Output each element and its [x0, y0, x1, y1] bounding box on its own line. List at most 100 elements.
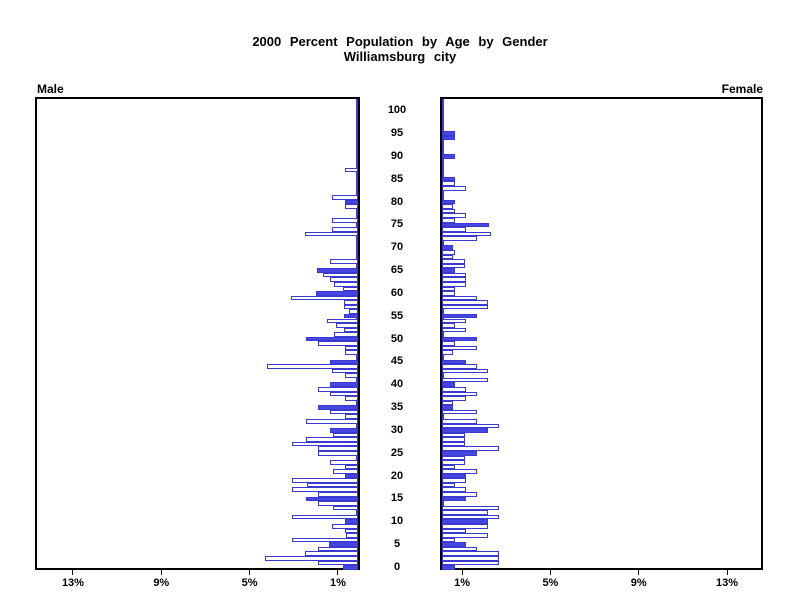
male-bar-age-55 [343, 313, 358, 319]
female-bar-age-49 [442, 341, 456, 346]
male-bar-age-74 [331, 227, 358, 232]
female-bar-age-38 [442, 391, 478, 397]
male-bar-age-23 [330, 460, 358, 465]
male-bar-age-73 [305, 231, 358, 237]
male-bar-age-63 [330, 277, 358, 282]
female-bar-age-70 [442, 245, 454, 250]
female-bar-age-0 [442, 565, 456, 570]
chart-title-line2: Williamsburg city [343, 49, 457, 64]
female-bar-age-53 [442, 323, 456, 328]
age-tick-label-90: 90 [390, 149, 404, 162]
chart-title-line1: 2000 Percent Population by Age by Gender [252, 34, 548, 49]
female-bar-age-57 [442, 304, 489, 310]
female-bar-age-48 [442, 345, 478, 351]
female-bar-age-72 [442, 236, 478, 241]
chart-title: 2000 Percent Population by Age by Gender… [0, 34, 800, 64]
female-bar-age-94 [442, 135, 456, 141]
female-bar-age-6 [442, 537, 456, 543]
male-bar-age-2 [265, 555, 358, 561]
female-bar-age-76 [442, 218, 456, 223]
female-bar-age-28 [442, 437, 466, 442]
female-bar-age-12 [442, 510, 489, 515]
male-bar-age-22 [344, 464, 358, 470]
female-bar-age-80 [442, 199, 456, 205]
male-bar-age-54 [327, 318, 358, 324]
male-x-tick-label-13%: 13% [61, 577, 84, 589]
female-bar-age-95 [442, 131, 456, 136]
female-bar-age-55 [442, 313, 478, 319]
female-bar-age-83 [442, 186, 467, 191]
female-x-tick-13% [726, 570, 728, 575]
male-bar-age-35 [318, 405, 358, 410]
age-tick-label-35: 35 [390, 401, 404, 414]
female-bar-age-5 [442, 542, 467, 547]
male-panel [35, 97, 360, 570]
male-bar-age-37 [344, 396, 358, 401]
age-tick-label-40: 40 [390, 378, 404, 391]
male-bar-age-5 [329, 542, 358, 547]
male-bar-age-13 [332, 505, 358, 511]
female-bar-age-50 [442, 336, 478, 342]
age-tick-label-20: 20 [390, 469, 404, 482]
female-bar-age-69 [442, 249, 456, 255]
female-bar-age-52 [442, 327, 467, 333]
male-bar-age-64 [322, 272, 358, 278]
female-bar-age-63 [442, 277, 467, 282]
male-bar-age-58 [343, 300, 358, 305]
male-panel-label: Male [37, 82, 64, 96]
male-bar-age-81 [331, 195, 358, 200]
age-tick-label-85: 85 [390, 172, 404, 185]
age-tick-label-30: 30 [390, 423, 404, 436]
male-bar-age-14 [318, 501, 358, 506]
female-bar-age-34 [442, 409, 478, 415]
female-bar-age-54 [442, 318, 467, 324]
male-bar-age-49 [318, 341, 358, 346]
female-bar-age-10 [442, 519, 489, 524]
female-bar-age-22 [442, 464, 456, 470]
male-bar-age-25 [318, 450, 358, 456]
female-bar-age-62 [442, 281, 467, 287]
female-bar-age-13 [442, 505, 500, 511]
female-bar-age-25 [442, 450, 478, 456]
male-bar-age-15 [306, 496, 358, 502]
female-bar-age-39 [442, 387, 467, 392]
female-bar-age-75 [442, 222, 490, 228]
male-x-tick-1% [337, 570, 339, 575]
female-zero-axis-line [442, 99, 444, 568]
male-bar-age-1 [318, 560, 358, 566]
male-bar-age-65 [317, 268, 358, 273]
male-bar-age-9 [331, 524, 358, 529]
female-bar-age-85 [442, 176, 456, 182]
male-bar-age-47 [344, 350, 358, 356]
female-bar-age-44 [442, 364, 478, 369]
female-bar-age-23 [442, 460, 466, 465]
female-x-tick-label-13%: 13% [716, 577, 739, 589]
male-bar-age-11 [291, 514, 358, 520]
male-bar-age-16 [318, 492, 358, 497]
male-bar-age-20 [344, 473, 358, 479]
female-bar-age-29 [442, 432, 466, 438]
female-x-tick-1% [461, 570, 463, 575]
female-bar-age-26 [442, 446, 500, 451]
male-bar-age-26 [318, 446, 358, 451]
male-bar-age-38 [330, 391, 358, 397]
female-bar-age-65 [442, 268, 456, 273]
age-tick-label-65: 65 [390, 264, 404, 277]
female-bar-age-60 [442, 291, 456, 296]
male-bar-age-76 [331, 218, 358, 223]
age-tick-label-50: 50 [390, 332, 404, 345]
age-tick-label-5: 5 [393, 538, 401, 551]
female-bar-age-15 [442, 496, 467, 502]
female-bar-age-47 [442, 350, 454, 356]
female-bar-age-74 [442, 227, 467, 232]
male-bar-age-48 [344, 345, 358, 351]
female-bar-age-17 [442, 487, 467, 493]
age-tick-label-25: 25 [390, 446, 404, 459]
female-bar-age-40 [442, 382, 456, 387]
female-bar-age-27 [442, 441, 466, 447]
male-bar-age-30 [330, 428, 358, 433]
female-bar-age-18 [442, 482, 456, 488]
male-bar-age-10 [344, 519, 358, 524]
male-bar-age-87 [344, 167, 358, 173]
